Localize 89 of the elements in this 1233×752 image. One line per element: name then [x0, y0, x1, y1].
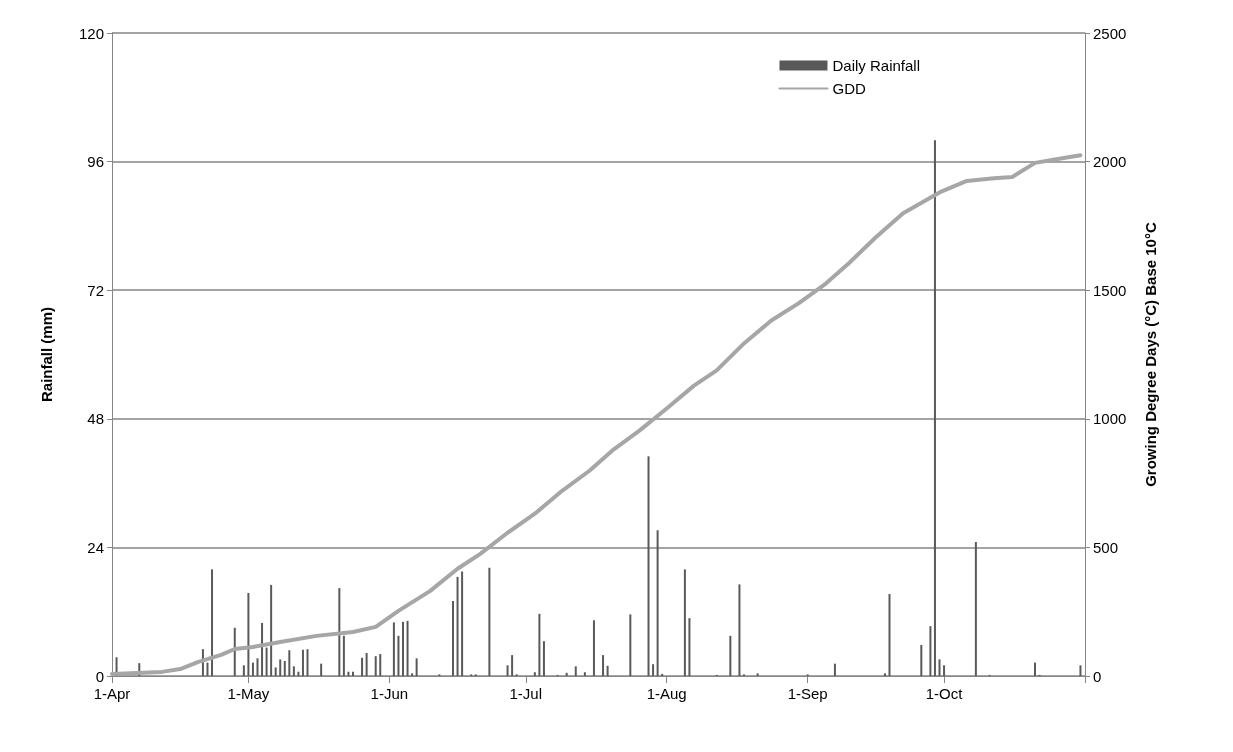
x-tick-label: 1-Jun [370, 685, 409, 702]
bar [338, 588, 341, 676]
y-axis-title: Rainfall (mm) [38, 306, 55, 403]
bar [401, 621, 404, 676]
y-tick-label: 120 [78, 24, 104, 42]
y-tick-label: 48 [87, 410, 104, 428]
x-tick-label: 1-Aug [646, 685, 687, 702]
bar [411, 673, 414, 676]
bar [306, 649, 309, 676]
bar [565, 672, 568, 676]
y-tick-label: 72 [87, 281, 104, 299]
y2-axis-title: Growing Degree Days (°C) Base 10°C [1142, 222, 1159, 487]
bar [938, 659, 941, 676]
bar [342, 635, 345, 676]
x-tick-label: 1-Jul [509, 685, 543, 702]
bar [361, 657, 364, 676]
legend-label: GDD [832, 80, 866, 97]
bar [301, 649, 304, 676]
bar [397, 635, 400, 676]
x-tick-label: 1-Oct [925, 685, 964, 702]
x-tick-label: 1-May [227, 685, 270, 702]
bar [279, 659, 282, 676]
bar [415, 658, 418, 676]
bar [247, 592, 250, 676]
bar [683, 569, 686, 676]
bar [661, 673, 664, 676]
y2-tick-label: 500 [1093, 538, 1119, 556]
y-tick-label: 96 [87, 153, 104, 171]
legend-label: Daily Rainfall [832, 57, 921, 74]
bar [974, 542, 977, 676]
bar [261, 622, 264, 676]
bar [506, 665, 509, 676]
bar [833, 663, 836, 676]
bar [461, 571, 464, 676]
bar [292, 666, 295, 676]
bar [542, 641, 545, 676]
y2-tick-label: 1000 [1093, 410, 1127, 428]
bar [456, 576, 459, 676]
bar [574, 666, 577, 676]
bar [452, 600, 454, 676]
bar [883, 673, 886, 676]
bar [288, 650, 291, 676]
bar [256, 658, 259, 676]
bar [929, 626, 932, 676]
bar [729, 635, 732, 676]
x-tick-label: 1-Apr [93, 685, 131, 702]
x-tick-label: 1-Sep [787, 685, 828, 702]
y2-tick-label: 2500 [1093, 24, 1127, 42]
bar [1079, 665, 1082, 676]
bar [606, 665, 609, 676]
bar [888, 594, 891, 676]
bar [274, 667, 277, 676]
y-tick-label: 24 [87, 538, 104, 556]
bar [602, 655, 605, 676]
bar [756, 673, 759, 676]
bar [379, 654, 382, 676]
bar [206, 662, 209, 676]
bar [933, 140, 936, 676]
bar [629, 614, 632, 676]
bar [656, 530, 659, 676]
bar [270, 584, 273, 676]
bar [242, 665, 245, 676]
bar [265, 647, 268, 676]
bar [538, 613, 541, 676]
bar [920, 644, 923, 676]
y-tick-label: 0 [95, 667, 104, 685]
bar [392, 622, 395, 676]
bar [583, 672, 586, 676]
bar [1033, 662, 1036, 676]
bar [211, 569, 214, 676]
bar [652, 664, 655, 676]
bar [365, 652, 368, 676]
bar [251, 662, 254, 676]
bar [488, 567, 491, 676]
bar [533, 672, 536, 676]
bar [738, 584, 741, 676]
bar [283, 661, 286, 676]
bar [943, 665, 946, 676]
y2-tick-label: 1500 [1093, 281, 1127, 299]
bar [374, 656, 377, 676]
bar [406, 620, 409, 676]
bar [592, 620, 595, 676]
y2-tick-label: 0 [1093, 667, 1102, 685]
bar [688, 618, 691, 676]
y2-tick-label: 2000 [1093, 153, 1127, 171]
bar [233, 627, 236, 676]
bar [320, 663, 323, 676]
bar [511, 655, 514, 676]
bar [647, 456, 650, 676]
